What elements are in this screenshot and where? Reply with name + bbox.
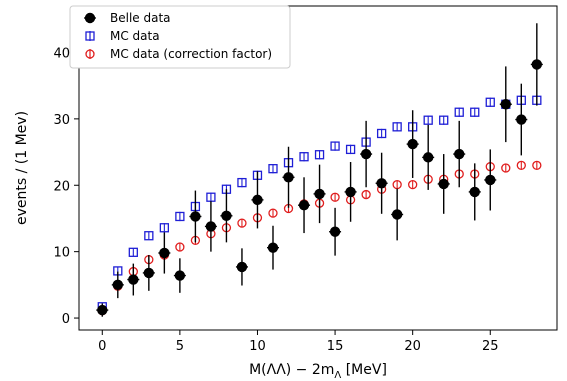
data-point <box>268 164 278 174</box>
legend-label: MC data <box>110 29 160 43</box>
data-point <box>408 179 418 190</box>
data-point <box>237 177 247 188</box>
data-point <box>469 186 480 198</box>
data-point <box>454 107 464 117</box>
x-tick-label: 20 <box>404 339 421 354</box>
data-point <box>360 148 372 160</box>
data-point <box>112 279 123 291</box>
series-0 <box>96 23 543 317</box>
data-point <box>283 172 294 183</box>
x-axis-ticks: 0 5 10 15 20 25 <box>98 330 499 354</box>
data-marks <box>96 23 543 317</box>
data-point <box>221 210 232 222</box>
legend-marker <box>84 12 96 24</box>
legend-marker <box>85 31 95 41</box>
data-point <box>345 186 356 198</box>
data-point <box>314 150 325 160</box>
y-tick-label: 40 <box>53 46 70 61</box>
data-point <box>532 160 542 170</box>
data-point <box>143 267 155 279</box>
data-point <box>267 242 279 253</box>
data-point <box>501 163 511 173</box>
data-point <box>438 178 449 190</box>
data-point <box>236 261 248 273</box>
data-point <box>268 208 278 218</box>
data-point <box>252 194 263 206</box>
data-point <box>531 59 543 70</box>
legend-items: Belle data MC data MC data (correction fac… <box>84 11 272 61</box>
data-point <box>237 218 247 228</box>
x-tick-label: 25 <box>482 339 499 354</box>
legend-label: MC data (correction factor) <box>110 47 272 61</box>
y-tick-label: 10 <box>53 246 70 261</box>
y-tick-label: 20 <box>53 179 70 194</box>
data-point <box>345 144 356 155</box>
data-point <box>376 178 387 189</box>
data-point <box>175 242 185 252</box>
y-axis-label: events / (1 Mev) <box>14 111 30 225</box>
data-point <box>439 115 449 125</box>
y-tick-label: 0 <box>62 312 70 327</box>
data-point <box>422 152 434 163</box>
x-tick-label: 5 <box>176 339 184 354</box>
data-point <box>392 122 402 132</box>
data-point <box>485 97 495 107</box>
y-tick-label: 30 <box>53 113 70 128</box>
data-point <box>329 226 341 237</box>
data-point <box>485 174 496 186</box>
data-point <box>314 188 325 200</box>
legend: Belle data MC data MC data (correction fac… <box>69 5 291 69</box>
data-point <box>299 152 309 162</box>
data-point <box>159 247 170 259</box>
y-axis-ticks: 0 10 20 30 40 <box>53 46 79 327</box>
legend-box <box>69 5 291 69</box>
x-tick-label: 15 <box>327 339 344 354</box>
legend-label: Belle data <box>110 11 171 25</box>
data-point <box>391 209 403 220</box>
data-point <box>470 107 480 117</box>
data-point <box>190 211 201 222</box>
data-point <box>407 138 418 150</box>
data-point <box>175 211 185 222</box>
x-axis-label: M(ΛΛ) − 2mΛ [MeV] <box>249 362 387 381</box>
data-point <box>128 247 138 257</box>
data-point <box>205 221 217 232</box>
data-point <box>298 199 310 211</box>
data-point <box>144 231 154 241</box>
data-point <box>516 114 527 125</box>
x-tick-label: 10 <box>249 339 266 354</box>
data-point <box>97 304 108 316</box>
x-tick-label: 0 <box>98 339 106 354</box>
data-point <box>516 160 526 170</box>
data-point <box>159 223 170 233</box>
legend-marker <box>85 49 95 59</box>
data-point <box>376 128 387 139</box>
data-point <box>330 192 340 202</box>
data-point <box>174 270 186 281</box>
plot-frame <box>78 5 558 331</box>
data-point <box>330 141 340 151</box>
data-point <box>128 274 139 285</box>
data-point <box>500 99 511 110</box>
data-point <box>423 115 433 125</box>
data-point <box>361 189 371 200</box>
data-point <box>454 148 465 160</box>
